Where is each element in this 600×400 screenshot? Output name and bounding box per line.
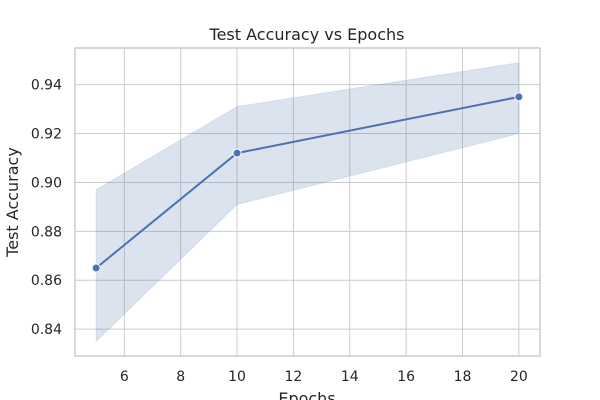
x-tick-label: 12 <box>284 369 302 385</box>
x-tick-label: 18 <box>454 369 472 385</box>
data-points <box>91 92 524 273</box>
grid <box>75 48 540 356</box>
y-tick-label: 0.94 <box>31 78 62 94</box>
x-axis-title: Epochs <box>278 389 335 400</box>
y-axis-title: Test Accuracy <box>3 147 22 258</box>
y-tick-label: 0.88 <box>31 224 62 240</box>
confidence-band-area <box>95 62 520 343</box>
y-tick-label: 0.84 <box>31 322 62 338</box>
y-tick-label: 0.92 <box>31 127 62 143</box>
x-tick-labels: 6 8 10 12 14 16 18 20 <box>120 369 528 385</box>
x-tick-label: 20 <box>510 369 528 385</box>
data-point <box>232 148 242 158</box>
x-tick-label: 16 <box>397 369 415 385</box>
data-point <box>514 92 524 102</box>
x-tick-label: 6 <box>120 369 129 385</box>
plot-frame <box>74 47 541 357</box>
x-tick-label: 14 <box>341 369 359 385</box>
x-tick-label: 10 <box>228 369 246 385</box>
confidence-band <box>95 62 520 343</box>
y-tick-label: 0.86 <box>31 273 62 289</box>
y-tick-label: 0.90 <box>31 175 62 191</box>
y-tick-labels: 0.84 0.86 0.88 0.90 0.92 0.94 <box>31 78 62 338</box>
data-point <box>91 263 101 273</box>
chart-title: Test Accuracy vs Epochs <box>209 25 405 44</box>
x-tick-label: 8 <box>176 369 185 385</box>
